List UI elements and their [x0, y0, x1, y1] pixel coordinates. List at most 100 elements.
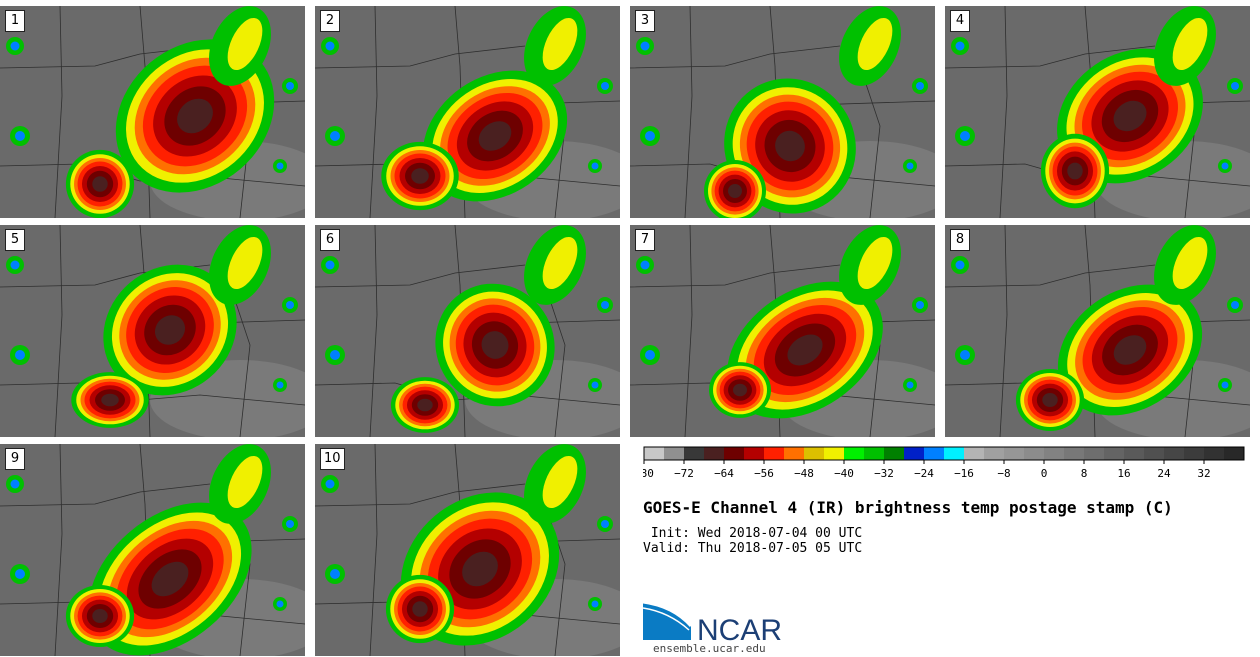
ir-map-9 [0, 444, 305, 656]
colorbar-swatch [784, 447, 804, 460]
cloud-band-northeast-core [542, 236, 578, 290]
ir-map-5 [0, 225, 305, 437]
map-border-line [54, 444, 63, 656]
panel-number-9: 9 [5, 448, 25, 470]
colorbar-swatch [1064, 447, 1084, 460]
panel-number-2: 2 [320, 10, 340, 32]
panel-number-7: 7 [635, 229, 655, 251]
cloud-band-northeast-core [542, 455, 578, 509]
colorbar-swatch [844, 447, 864, 460]
colorbar-frame [643, 446, 1245, 461]
cloud-contour [154, 315, 186, 345]
colorbar-tick-label: 8 [1081, 467, 1088, 480]
panel-number-6: 6 [320, 229, 340, 251]
map-border-line [945, 45, 1156, 69]
cloud-cell-core [10, 41, 20, 51]
panel-number-10: 10 [320, 448, 345, 470]
map-border-line [859, 65, 881, 218]
ir-map-2 [315, 6, 620, 218]
cloud-contour [1042, 393, 1058, 407]
colorbar-tick-label: −24 [914, 467, 934, 480]
cloud-cell-core [960, 131, 970, 141]
colorbar-tick-label: −64 [714, 467, 734, 480]
cloud-contour [151, 561, 189, 597]
cloud-cell-core [601, 520, 609, 528]
colorbar-swatch [704, 447, 724, 460]
forecast-panel-10: 10 [315, 444, 620, 656]
map-border-line [630, 264, 841, 288]
ncar-logo: NCAR [643, 600, 782, 642]
panel-number-1: 1 [5, 10, 25, 32]
cloud-cell-core [10, 260, 20, 270]
colorbar-swatch [644, 447, 664, 460]
map-border-line [999, 6, 1008, 218]
panel-number-5: 5 [5, 229, 25, 251]
colorbar-swatch [1004, 447, 1024, 460]
cloud-cell-core [640, 41, 650, 51]
colorbar-tick-label: 24 [1157, 467, 1171, 480]
colorbar-swatch [1204, 447, 1224, 460]
cloud-band-northeast-core [1172, 236, 1208, 290]
cloud-cell-core [325, 479, 335, 489]
forecast-panel-5: 5 [0, 225, 305, 437]
cloud-cell-core [276, 600, 284, 608]
figure-title: GOES-E Channel 4 (IR) brightness temp po… [643, 498, 1173, 517]
panel-number-3: 3 [635, 10, 655, 32]
colorbar-tick-label: −8 [997, 467, 1010, 480]
map-border-line [0, 163, 305, 187]
colorbar-tick-label: −80 [643, 467, 654, 480]
cloud-contour [92, 609, 108, 623]
cloud-contour [412, 601, 428, 617]
cloud-cell-core [645, 131, 655, 141]
cloud-cell-core [906, 162, 914, 170]
cloud-contour [1067, 162, 1083, 180]
colorbar-swatch [1224, 447, 1244, 460]
map-border-line [369, 6, 378, 218]
forecast-panel-9: 9 [0, 444, 305, 656]
cloud-contour [728, 184, 742, 198]
cloud-cell-core [916, 301, 924, 309]
cloud-cell-core [325, 41, 335, 51]
ir-map-1 [0, 6, 305, 218]
colorbar-swatch [964, 447, 984, 460]
panel-number-4: 4 [950, 10, 970, 32]
colorbar-swatch [904, 447, 924, 460]
cloud-contour [481, 331, 509, 359]
map-border-line [684, 225, 693, 437]
cloud-cell-core [15, 131, 25, 141]
ir-map-10 [315, 444, 620, 656]
cloud-band-northeast-core [227, 455, 263, 509]
colorbar-swatch [764, 447, 784, 460]
cloud-cell-core [916, 82, 924, 90]
forecast-panel-7: 7 [630, 225, 935, 437]
cloud-contour [787, 334, 823, 366]
cloud-cell-core [15, 350, 25, 360]
cloud-cell-core [1231, 301, 1239, 309]
colorbar-swatch [944, 447, 964, 460]
map-border-line [315, 483, 526, 507]
cloud-contour [411, 168, 429, 184]
cloud-cell-core [330, 350, 340, 360]
cloud-contour [462, 551, 498, 587]
cloud-cell-core [601, 82, 609, 90]
cloud-cell-core [1221, 381, 1229, 389]
cloud-cell-core [955, 41, 965, 51]
cloud-band-northeast-core [542, 17, 578, 71]
colorbar-tick-label: 16 [1117, 467, 1130, 480]
forecast-panel-4: 4 [945, 6, 1250, 218]
forecast-panel-2: 2 [315, 6, 620, 218]
map-border-line [315, 264, 526, 288]
cloud-contour [101, 393, 119, 407]
colorbar-swatch [1024, 447, 1044, 460]
ir-map-4 [945, 6, 1250, 218]
colorbar-tick-label: 0 [1041, 467, 1048, 480]
valid-time: Valid: Thu 2018-07-05 05 UTC [643, 541, 863, 556]
ir-map-3 [630, 6, 935, 218]
cloud-cell-core [276, 162, 284, 170]
cloud-band-northeast-core [857, 236, 893, 290]
cloud-cell-core [960, 350, 970, 360]
cloud-contour [1113, 100, 1147, 132]
colorbar-tick-label: −72 [674, 467, 694, 480]
cloud-cell-core [645, 350, 655, 360]
ir-map-7 [630, 225, 935, 437]
